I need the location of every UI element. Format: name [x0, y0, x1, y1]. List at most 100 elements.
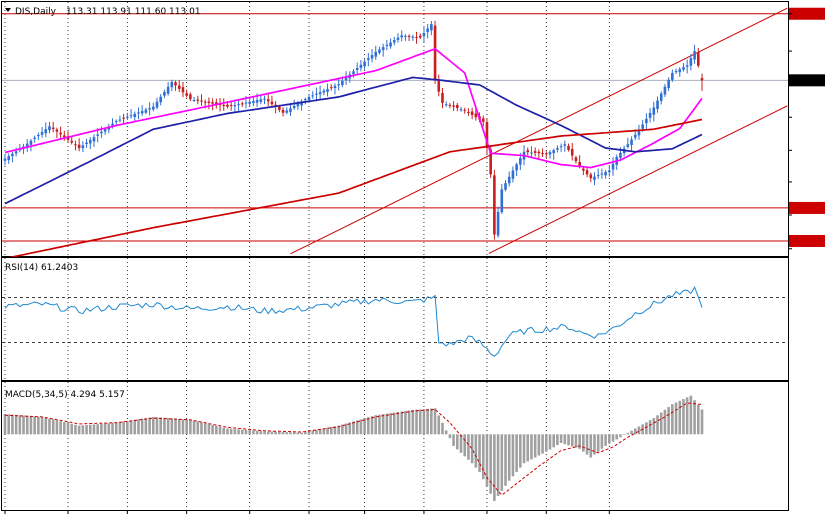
candle-body: [59, 132, 62, 135]
macd-histogram-bar: [133, 419, 137, 435]
macd-histogram-bar: [570, 434, 574, 447]
candle-body: [574, 157, 578, 162]
candle-body: [200, 100, 203, 102]
candle-body: [122, 117, 125, 119]
macd-histogram-bar: [685, 397, 689, 435]
macd-histogram-bar: [103, 423, 107, 435]
macd-histogram-bar: [374, 415, 378, 435]
macd-histogram-bar: [671, 404, 674, 435]
candle-body: [177, 85, 181, 89]
candle-body: [485, 121, 489, 149]
macd-histogram-bar: [574, 434, 578, 448]
candle-body: [77, 144, 81, 149]
macd-histogram-bar: [296, 432, 300, 435]
macd-histogram-bar: [385, 413, 389, 435]
candle-body: [315, 93, 318, 95]
macd-histogram-bar: [185, 419, 188, 435]
macd-histogram-bar: [452, 434, 455, 446]
candle-body: [537, 151, 541, 154]
candle-body: [700, 78, 704, 81]
macd-histogram-bar: [367, 417, 370, 435]
macd-histogram-bar: [430, 408, 433, 435]
candle-body: [137, 112, 140, 114]
candle-body: [85, 142, 88, 145]
macd-histogram-bar: [515, 434, 518, 472]
macd-histogram-bar: [563, 434, 567, 445]
candle-body: [111, 123, 114, 126]
candle-body: [240, 103, 244, 105]
macd-histogram-bar: [70, 423, 74, 435]
macd-histogram-bar: [611, 434, 615, 442]
macd-histogram-bar: [51, 419, 55, 435]
candle-body: [222, 105, 226, 107]
macd-histogram-bar: [333, 426, 337, 435]
candle-body: [170, 81, 174, 88]
candle-body: [511, 170, 515, 179]
candle-body: [641, 124, 644, 129]
candle-body: [322, 90, 326, 93]
macd-histogram-bar: [88, 424, 92, 435]
macd-histogram-bar: [181, 419, 185, 435]
macd-histogram-bar: [322, 428, 326, 435]
candle-body: [211, 102, 214, 104]
candle-body: [693, 51, 696, 60]
level-price-box: [789, 7, 825, 20]
candle-body: [411, 36, 415, 38]
candle-body: [374, 51, 378, 57]
candle-body: [422, 33, 426, 37]
macd-histogram-bar: [448, 434, 452, 439]
rsi-series: [4, 286, 703, 357]
macd-histogram-bar: [533, 434, 537, 458]
candle-body: [37, 134, 40, 137]
candle-body: [400, 35, 403, 38]
candle-body: [467, 111, 470, 113]
macd-histogram-bar: [392, 412, 396, 435]
macd-series: [3, 395, 704, 501]
macd-histogram-bar: [400, 411, 403, 435]
macd-histogram-bar: [274, 431, 277, 435]
macd-histogram-bar: [459, 434, 463, 453]
macd-histogram-bar: [552, 434, 556, 448]
macd-histogram-bar: [66, 423, 70, 435]
candle-body: [367, 58, 370, 60]
macd-histogram-bar: [266, 431, 270, 435]
macd-histogram-bar: [270, 431, 274, 435]
macd-histogram-bar: [259, 431, 263, 435]
macd-histogram-bar: [526, 434, 530, 462]
candle-body: [533, 151, 537, 153]
macd-histogram-bar: [467, 434, 470, 460]
collapse-triangle-icon[interactable]: [5, 8, 11, 12]
candle-body: [151, 106, 155, 110]
macd-histogram-bar: [337, 425, 340, 435]
macd-histogram-bar: [648, 420, 652, 435]
macd-histogram-bar: [352, 421, 355, 435]
candle-body: [507, 176, 511, 184]
candle-body: [504, 183, 507, 190]
candle-body: [526, 150, 530, 153]
candle-body: [496, 211, 500, 236]
candle-body: [596, 175, 600, 177]
macd-histogram-bar: [615, 434, 619, 440]
candle-body: [344, 77, 348, 81]
candle-body: [163, 91, 166, 96]
macd-histogram-bar: [556, 434, 559, 446]
macd-histogram-bar: [170, 418, 174, 435]
macd-histogram-bar: [140, 418, 144, 435]
macd-histogram-bar: [29, 416, 33, 435]
macd-histogram-bar: [541, 434, 544, 454]
candle-body: [285, 110, 289, 113]
candle-body: [392, 40, 396, 43]
macd-histogram-bar: [215, 425, 218, 435]
macd-histogram-bar: [630, 430, 633, 435]
candle-body: [148, 108, 151, 110]
candle-body: [155, 101, 159, 108]
macd-histogram-bar: [44, 417, 48, 435]
candle-body: [608, 170, 611, 173]
ohlc-label: 113.31 113.91 111.60 113.01: [66, 7, 201, 17]
macd-histogram-bar: [59, 421, 62, 435]
macd-histogram-bar: [608, 434, 611, 444]
macd-histogram-bar: [567, 434, 570, 446]
candle-body: [563, 144, 567, 146]
macd-histogram-bar: [25, 415, 29, 435]
candle-body: [144, 109, 148, 113]
